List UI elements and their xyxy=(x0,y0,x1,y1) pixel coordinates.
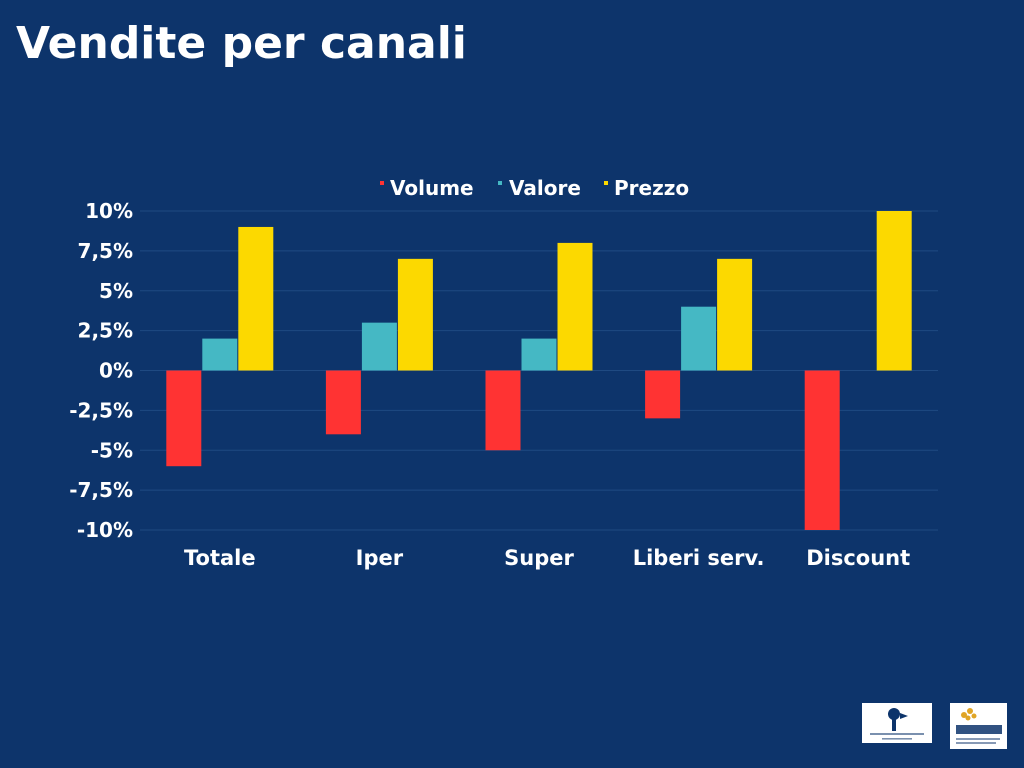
bar-volume-4 xyxy=(645,370,681,419)
bar-valore-1 xyxy=(202,338,238,371)
page-title: Vendite per canali xyxy=(16,18,467,69)
category-label: Discount xyxy=(806,546,910,570)
legend-label-prezzo: Prezzo xyxy=(614,176,689,200)
y-tick-label: 2,5% xyxy=(78,319,133,343)
y-tick-label: -10% xyxy=(77,518,133,542)
y-tick-label: -2,5% xyxy=(69,398,133,422)
bar-valore-3 xyxy=(521,338,557,371)
bar-volume-3 xyxy=(485,370,521,451)
bar-volume-1 xyxy=(166,370,202,467)
bar-prezzo-4 xyxy=(717,258,753,371)
bar-prezzo-2 xyxy=(397,258,433,371)
legend-marker-valore xyxy=(498,181,502,185)
y-tick-label: -7,5% xyxy=(69,478,133,502)
category-label: Super xyxy=(504,546,574,570)
bar-volume-2 xyxy=(325,370,361,435)
category-label: Liberi serv. xyxy=(633,546,765,570)
y-tick-label: -5% xyxy=(91,438,133,462)
category-label: Iper xyxy=(356,546,404,570)
legend-marker-volume xyxy=(380,181,384,185)
legend-marker-prezzo xyxy=(604,181,608,185)
y-tick-label: 10% xyxy=(85,199,133,223)
bar-valore-4 xyxy=(681,306,717,371)
bar-prezzo-1 xyxy=(238,226,274,371)
y-tick-label: 5% xyxy=(99,279,133,303)
bar-valore-2 xyxy=(361,322,397,371)
ismea-logo xyxy=(950,703,1007,749)
legend-label-valore: Valore xyxy=(509,176,581,200)
bar-prezzo-3 xyxy=(557,242,593,371)
legend-label-volume: Volume xyxy=(390,176,474,200)
y-tick-label: 0% xyxy=(99,359,133,383)
category-label: Totale xyxy=(184,546,256,570)
bar-prezzo-5 xyxy=(876,211,912,371)
y-tick-label: 7,5% xyxy=(78,239,133,263)
bar-volume-5 xyxy=(804,370,840,530)
osservatorio-del-vino-logo xyxy=(862,703,932,743)
